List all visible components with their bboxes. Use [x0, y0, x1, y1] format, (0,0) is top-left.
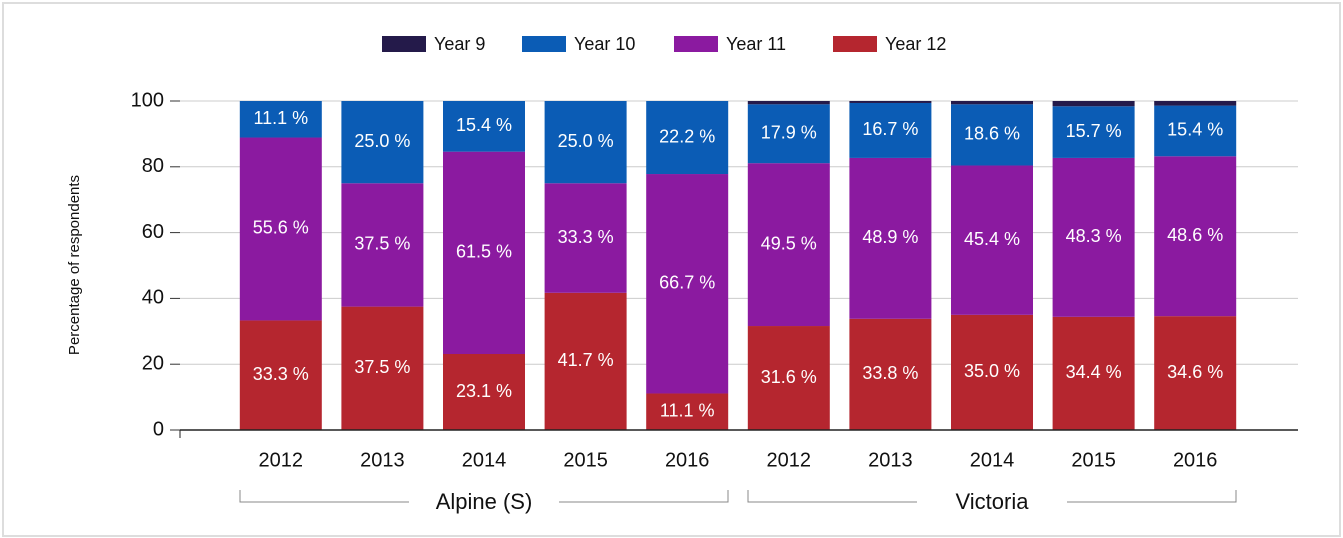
bar-segment	[646, 393, 729, 430]
data-label: 33.3 %	[558, 227, 614, 247]
data-label: 18.6 %	[964, 124, 1020, 144]
legend-swatch	[833, 36, 877, 52]
bar-segment	[951, 104, 1033, 166]
y-tick-label: 20	[142, 352, 164, 374]
bar-segment	[1052, 316, 1135, 430]
bar-segment	[951, 165, 1033, 315]
legend-swatch	[674, 36, 718, 52]
data-label: 11.1 %	[253, 108, 308, 128]
bar-segment	[1052, 157, 1135, 317]
y-tick-label: 80	[142, 155, 164, 177]
bar-segment	[849, 157, 932, 319]
x-tick-label: 2015	[563, 449, 608, 471]
data-label: 48.9 %	[862, 227, 918, 247]
bar-segment	[1052, 106, 1135, 158]
data-label: 37.5 %	[354, 357, 410, 377]
bar-segment	[747, 104, 830, 164]
data-label: 17.9 %	[761, 122, 817, 142]
data-label: 15.4 %	[456, 115, 512, 135]
bar-segment	[443, 354, 525, 430]
x-tick-label: 2015	[1071, 449, 1116, 471]
bar-segment	[646, 174, 729, 394]
legend-label: Year 12	[885, 34, 946, 54]
data-label: 15.4 %	[1167, 120, 1223, 140]
bar-segment	[747, 326, 830, 430]
data-label: 23.1 %	[456, 381, 512, 401]
data-label: 55.6 %	[253, 218, 309, 238]
bar-segment	[849, 318, 932, 430]
bar-segment	[1154, 316, 1237, 430]
y-tick-label: 100	[131, 89, 164, 111]
data-label: 48.6 %	[1167, 225, 1223, 245]
bar-segment	[544, 183, 627, 293]
bar-segment	[849, 101, 932, 103]
bar-segment	[239, 101, 322, 138]
bar-segment	[1154, 101, 1237, 106]
bar-segment	[341, 306, 424, 430]
data-label: 48.3 %	[1066, 226, 1122, 246]
bar-segment	[1154, 156, 1237, 317]
x-tick-label: 2016	[665, 449, 710, 471]
x-tick-label: 2016	[1173, 449, 1218, 471]
bar-segment	[544, 101, 627, 184]
bar-segment	[747, 163, 830, 327]
data-label: 11.1 %	[660, 400, 715, 420]
data-label: 49.5 %	[761, 233, 817, 253]
data-label: 33.8 %	[862, 363, 918, 383]
bar-segment	[1052, 101, 1135, 107]
group-label: Victoria	[956, 489, 1030, 514]
legend-label: Year 10	[574, 34, 635, 54]
bar-segment	[239, 320, 322, 430]
bar-segment	[1154, 105, 1237, 157]
x-tick-label: 2013	[868, 449, 913, 471]
bar-segment	[239, 137, 322, 321]
x-tick-label: 2014	[462, 449, 507, 471]
bar-segment	[341, 183, 424, 307]
data-label: 66.7 %	[659, 273, 715, 293]
data-label: 61.5 %	[456, 242, 512, 262]
y-axis-label: Percentage of respondents	[66, 175, 83, 355]
bar-segment	[443, 101, 525, 152]
data-label: 34.4 %	[1066, 362, 1122, 382]
data-label: 31.6 %	[761, 367, 817, 387]
data-label: 25.0 %	[354, 131, 410, 151]
x-tick-label: 2013	[360, 449, 405, 471]
bar-segment	[951, 101, 1033, 105]
data-label: 33.3 %	[253, 364, 309, 384]
x-tick-label: 2012	[767, 449, 812, 471]
group-label: Alpine (S)	[436, 489, 533, 514]
data-label: 15.7 %	[1066, 121, 1122, 141]
bar-segment	[747, 101, 830, 105]
y-tick-label: 40	[142, 287, 164, 309]
legend-label: Year 11	[726, 34, 786, 54]
bar-segment	[646, 101, 729, 175]
data-label: 45.4 %	[964, 229, 1020, 249]
data-label: 22.2 %	[659, 126, 715, 146]
data-label: 37.5 %	[354, 234, 410, 254]
data-label: 25.0 %	[558, 131, 614, 151]
bar-segment	[443, 151, 525, 355]
legend-swatch	[382, 36, 426, 52]
y-tick-label: 60	[142, 221, 164, 243]
data-label: 16.7 %	[862, 119, 918, 139]
data-label: 35.0 %	[964, 361, 1020, 381]
group-bracket	[239, 490, 729, 503]
bar-segment	[341, 101, 424, 184]
bar-segment	[849, 102, 932, 158]
x-tick-label: 2014	[970, 449, 1015, 471]
legend-swatch	[522, 36, 566, 52]
bar-segment	[951, 314, 1033, 430]
x-tick-label: 2012	[259, 449, 304, 471]
group-bracket	[747, 490, 1237, 503]
legend-label: Year 9	[434, 34, 485, 54]
data-label: 41.7 %	[558, 350, 614, 370]
bar-segment	[544, 292, 627, 430]
data-label: 34.6 %	[1167, 362, 1223, 382]
y-tick-label: 0	[153, 418, 164, 440]
